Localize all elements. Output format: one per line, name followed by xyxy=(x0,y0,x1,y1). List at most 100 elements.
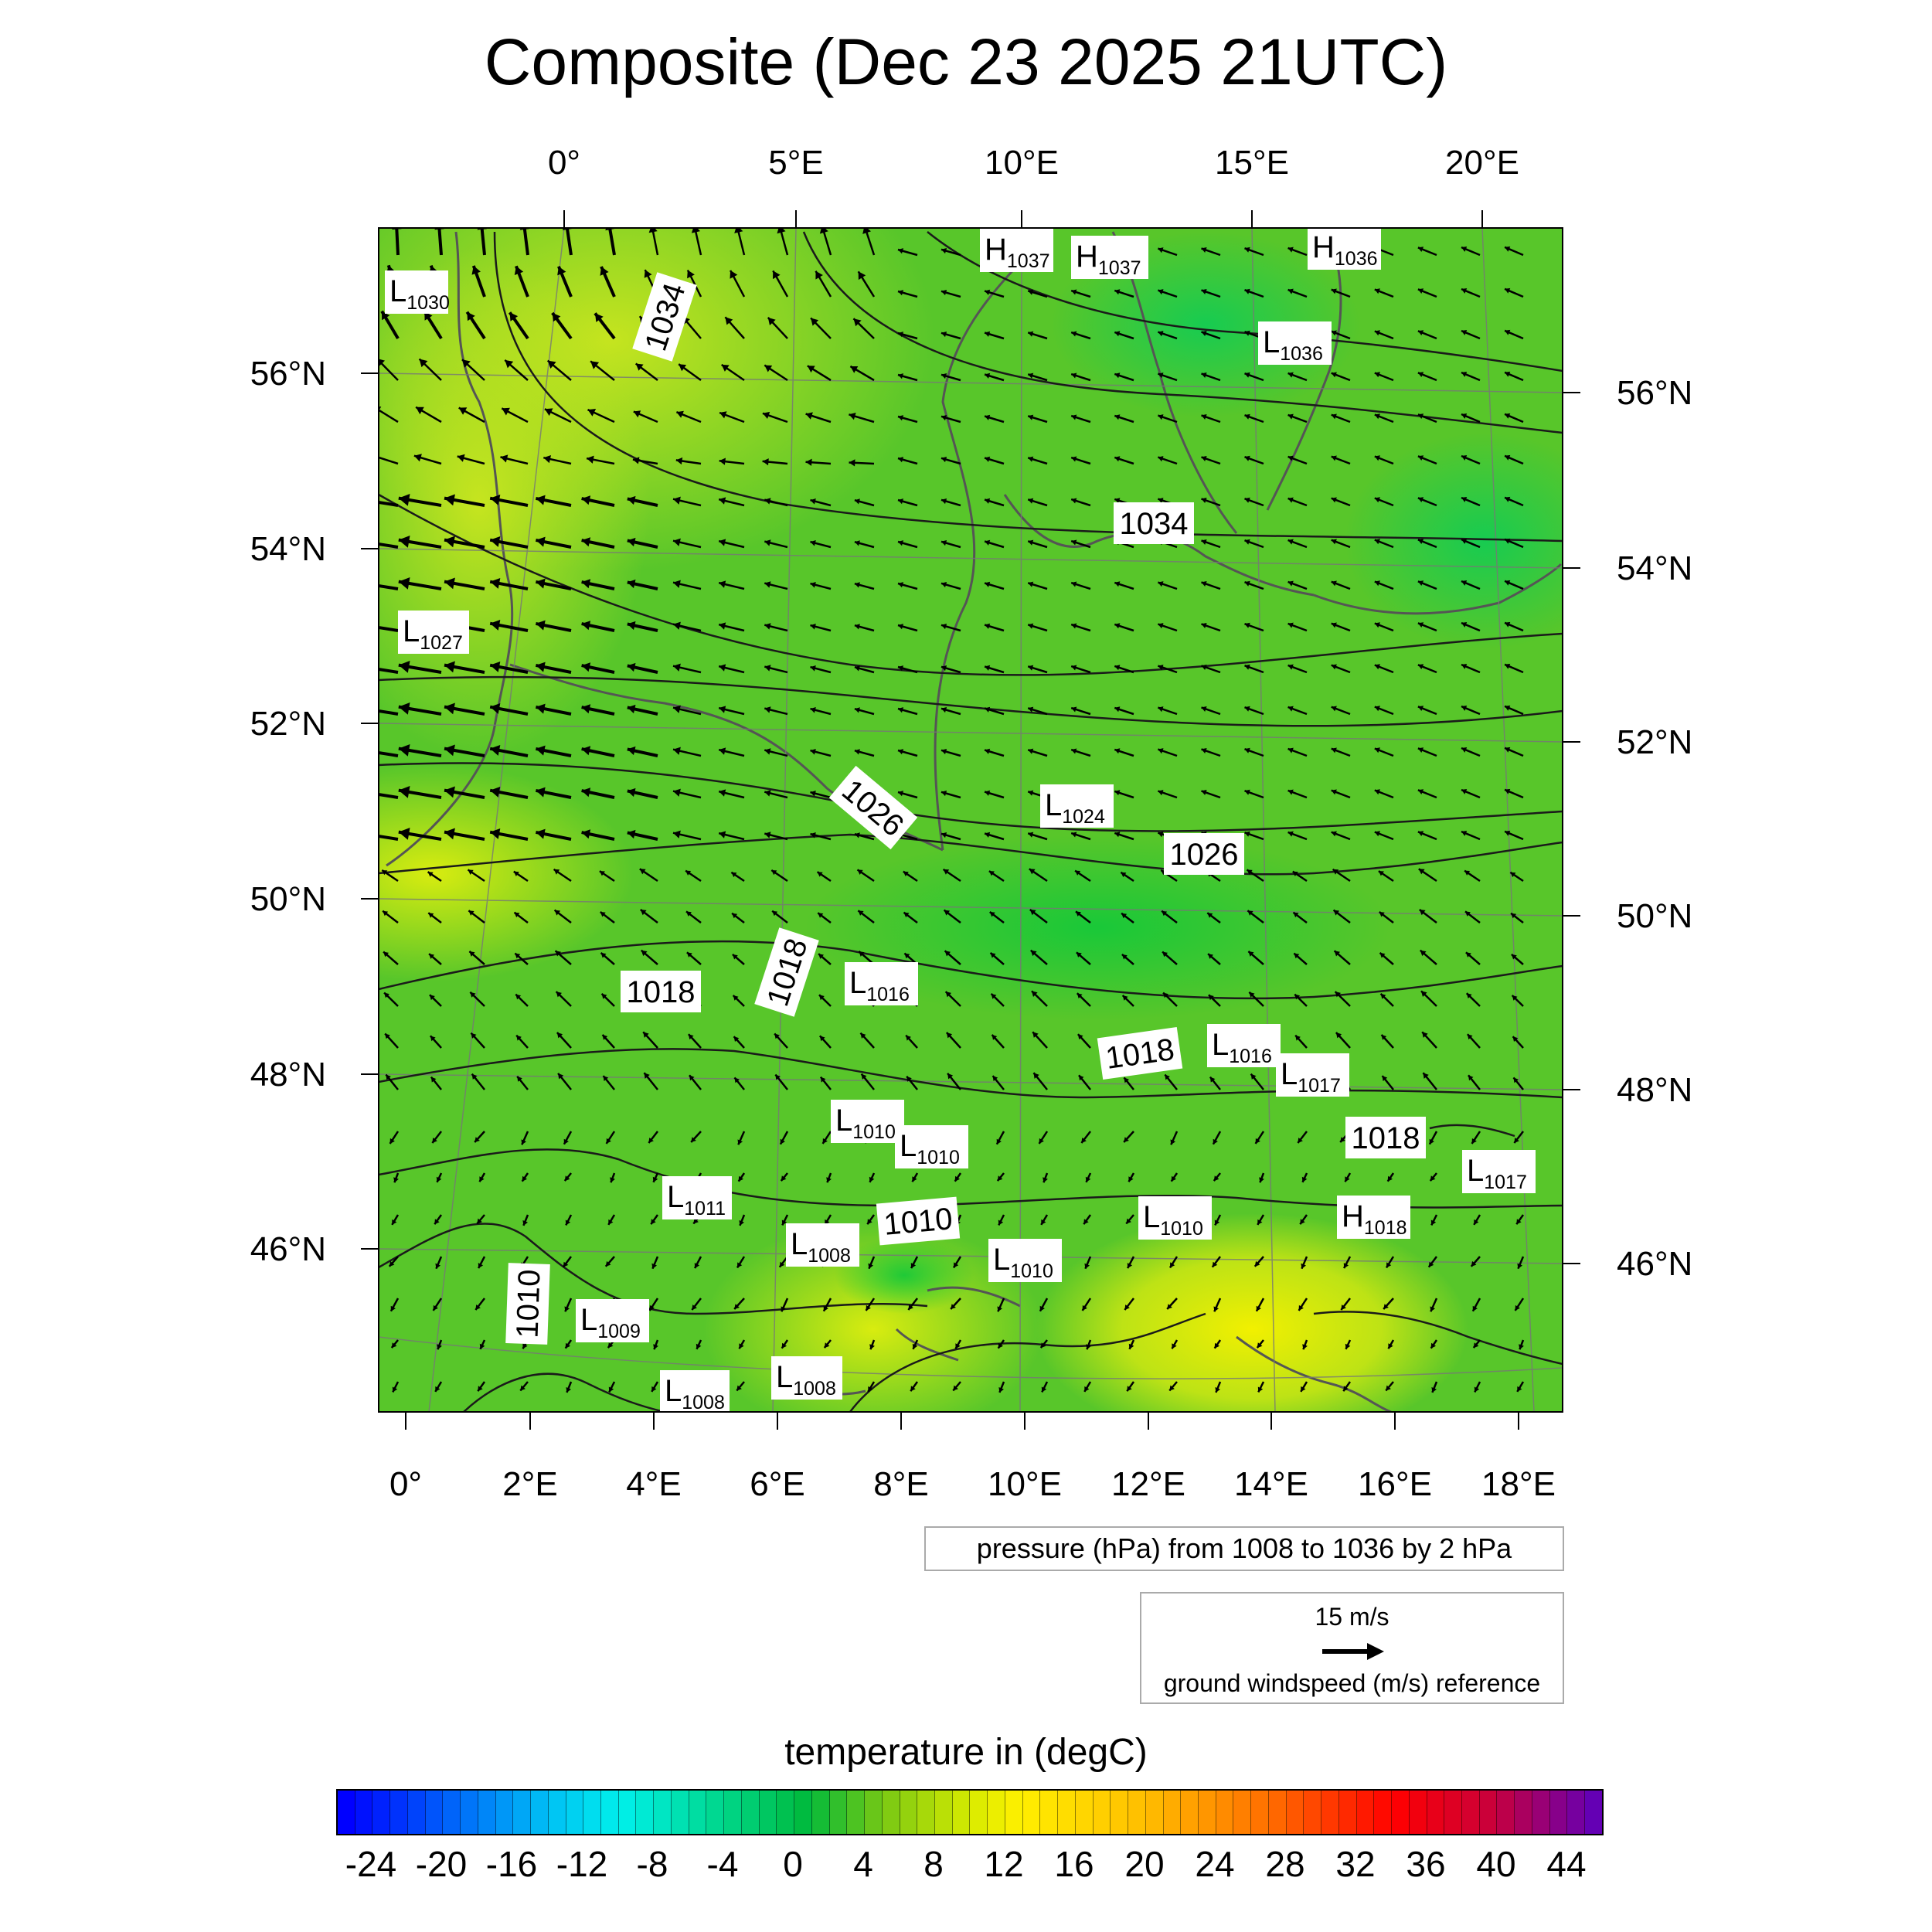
wind-arrow xyxy=(689,1074,702,1090)
wind-arrow xyxy=(461,359,485,381)
wind-arrow xyxy=(413,454,442,465)
wind-arrow xyxy=(1114,665,1134,674)
svg-text:L1008: L1008 xyxy=(776,1360,836,1400)
wind-arrow xyxy=(1039,1339,1048,1349)
wind-arrow xyxy=(1417,706,1437,716)
wind-arrow xyxy=(984,832,1005,841)
wind-arrow xyxy=(1344,1172,1352,1182)
wind-arrow xyxy=(1039,1298,1049,1312)
wind-arrow xyxy=(1381,1075,1394,1090)
colorbar-cell xyxy=(1532,1791,1550,1834)
wind-arrow xyxy=(1157,456,1178,465)
wind-arrow xyxy=(779,1131,789,1145)
svg-text:1018: 1018 xyxy=(627,975,696,1009)
colorbar-cell xyxy=(1093,1791,1111,1834)
wind-arrow xyxy=(1417,622,1437,632)
pressure-center-low: L1016 xyxy=(1207,1024,1281,1067)
wind-arrow xyxy=(780,1172,788,1182)
wind-arrow xyxy=(1244,372,1264,382)
wind-arrow xyxy=(1471,1298,1481,1312)
wind-arrow xyxy=(1114,372,1134,382)
wind-arrow xyxy=(1201,581,1221,590)
colorbar-tick-label: 16 xyxy=(1054,1844,1094,1884)
svg-text:1018: 1018 xyxy=(1352,1121,1420,1155)
wind-arrow xyxy=(639,868,658,883)
wind-arrow xyxy=(1029,909,1048,923)
wind-arrow xyxy=(1473,1214,1481,1226)
wind-arrow xyxy=(805,412,832,423)
wind-arrow xyxy=(1201,247,1221,257)
wind-arrow xyxy=(1342,1256,1352,1269)
wind-arrow xyxy=(1417,789,1437,799)
wind-arrow xyxy=(1511,953,1524,965)
colorbar-cell xyxy=(794,1791,812,1834)
wind-arrow xyxy=(1461,246,1481,257)
wind-arrow xyxy=(536,787,572,799)
wind-arrow xyxy=(1504,788,1524,799)
wind-arrow xyxy=(857,910,875,923)
colorbar-cell xyxy=(1497,1791,1515,1834)
wind-arrow xyxy=(1334,991,1351,1007)
wind-arrow xyxy=(897,707,918,716)
svg-text:L1017: L1017 xyxy=(1467,1154,1527,1193)
wind-arrow xyxy=(398,494,442,507)
colorbar-tick-label: 32 xyxy=(1335,1844,1376,1884)
wind-arrow xyxy=(1428,1131,1438,1145)
wind-arrow xyxy=(1212,1131,1222,1145)
colorbar-cell xyxy=(390,1791,408,1834)
wind-arrow xyxy=(1114,456,1134,465)
wind-arrow xyxy=(1244,622,1264,632)
wind-arrow xyxy=(897,457,918,465)
wind-arrow xyxy=(862,228,876,256)
wind-arrow xyxy=(1429,1172,1437,1182)
wind-arrow xyxy=(1332,909,1351,923)
wind-arrow xyxy=(392,1381,400,1393)
colorbar-cell xyxy=(1216,1791,1234,1834)
wind-arrow xyxy=(984,581,1005,590)
wind-arrow xyxy=(1510,912,1524,923)
wind-arrow xyxy=(627,495,658,507)
wind-arrow xyxy=(1114,790,1134,799)
wind-arrow xyxy=(383,951,399,965)
wind-arrow xyxy=(1374,580,1394,590)
wind-arrow xyxy=(998,1214,1005,1226)
wind-arrow xyxy=(1124,1298,1134,1311)
wind-arrow xyxy=(696,1339,702,1350)
wind-arrow xyxy=(1170,1131,1179,1145)
colorbar-cell xyxy=(882,1791,900,1834)
wind-arrow xyxy=(897,582,918,590)
wind-arrow xyxy=(849,459,875,467)
isobar-label: 1034 xyxy=(1114,502,1194,544)
wind-arrow xyxy=(1287,372,1308,382)
colorbar-tick-label: 4 xyxy=(853,1844,873,1884)
wind-arrow xyxy=(1029,868,1048,883)
wind-arrow xyxy=(718,789,745,799)
wind-arrow xyxy=(945,1032,961,1049)
wind-arrow xyxy=(996,1172,1005,1182)
wind-arrow xyxy=(1114,331,1134,340)
wind-arrow xyxy=(489,620,529,632)
wind-arrow xyxy=(521,1131,529,1145)
colorbar-tick-label: 12 xyxy=(984,1844,1024,1884)
wind-arrow xyxy=(1504,454,1524,465)
wind-arrow xyxy=(581,746,615,757)
svg-text:L1010: L1010 xyxy=(993,1243,1053,1282)
wind-arrow xyxy=(581,829,615,841)
wind-arrow xyxy=(944,950,961,965)
wind-arrow xyxy=(1342,1381,1352,1392)
wind-arrow xyxy=(1201,665,1221,674)
wind-arrow xyxy=(489,536,529,549)
wind-arrow xyxy=(1207,953,1221,965)
wind-arrow xyxy=(1299,1214,1308,1225)
wind-arrow xyxy=(1287,789,1308,799)
wind-arrow xyxy=(950,1298,961,1310)
wind-arrow xyxy=(810,540,832,549)
wind-arrow xyxy=(1287,580,1308,590)
wind-arrow xyxy=(1332,868,1351,883)
wind-arrow xyxy=(1161,910,1178,923)
wind-arrow xyxy=(984,539,1005,549)
wind-arrow xyxy=(515,1034,529,1049)
wind-arrow xyxy=(764,498,788,507)
colorbar-cell xyxy=(917,1791,935,1834)
wind-arrow xyxy=(522,1214,529,1226)
